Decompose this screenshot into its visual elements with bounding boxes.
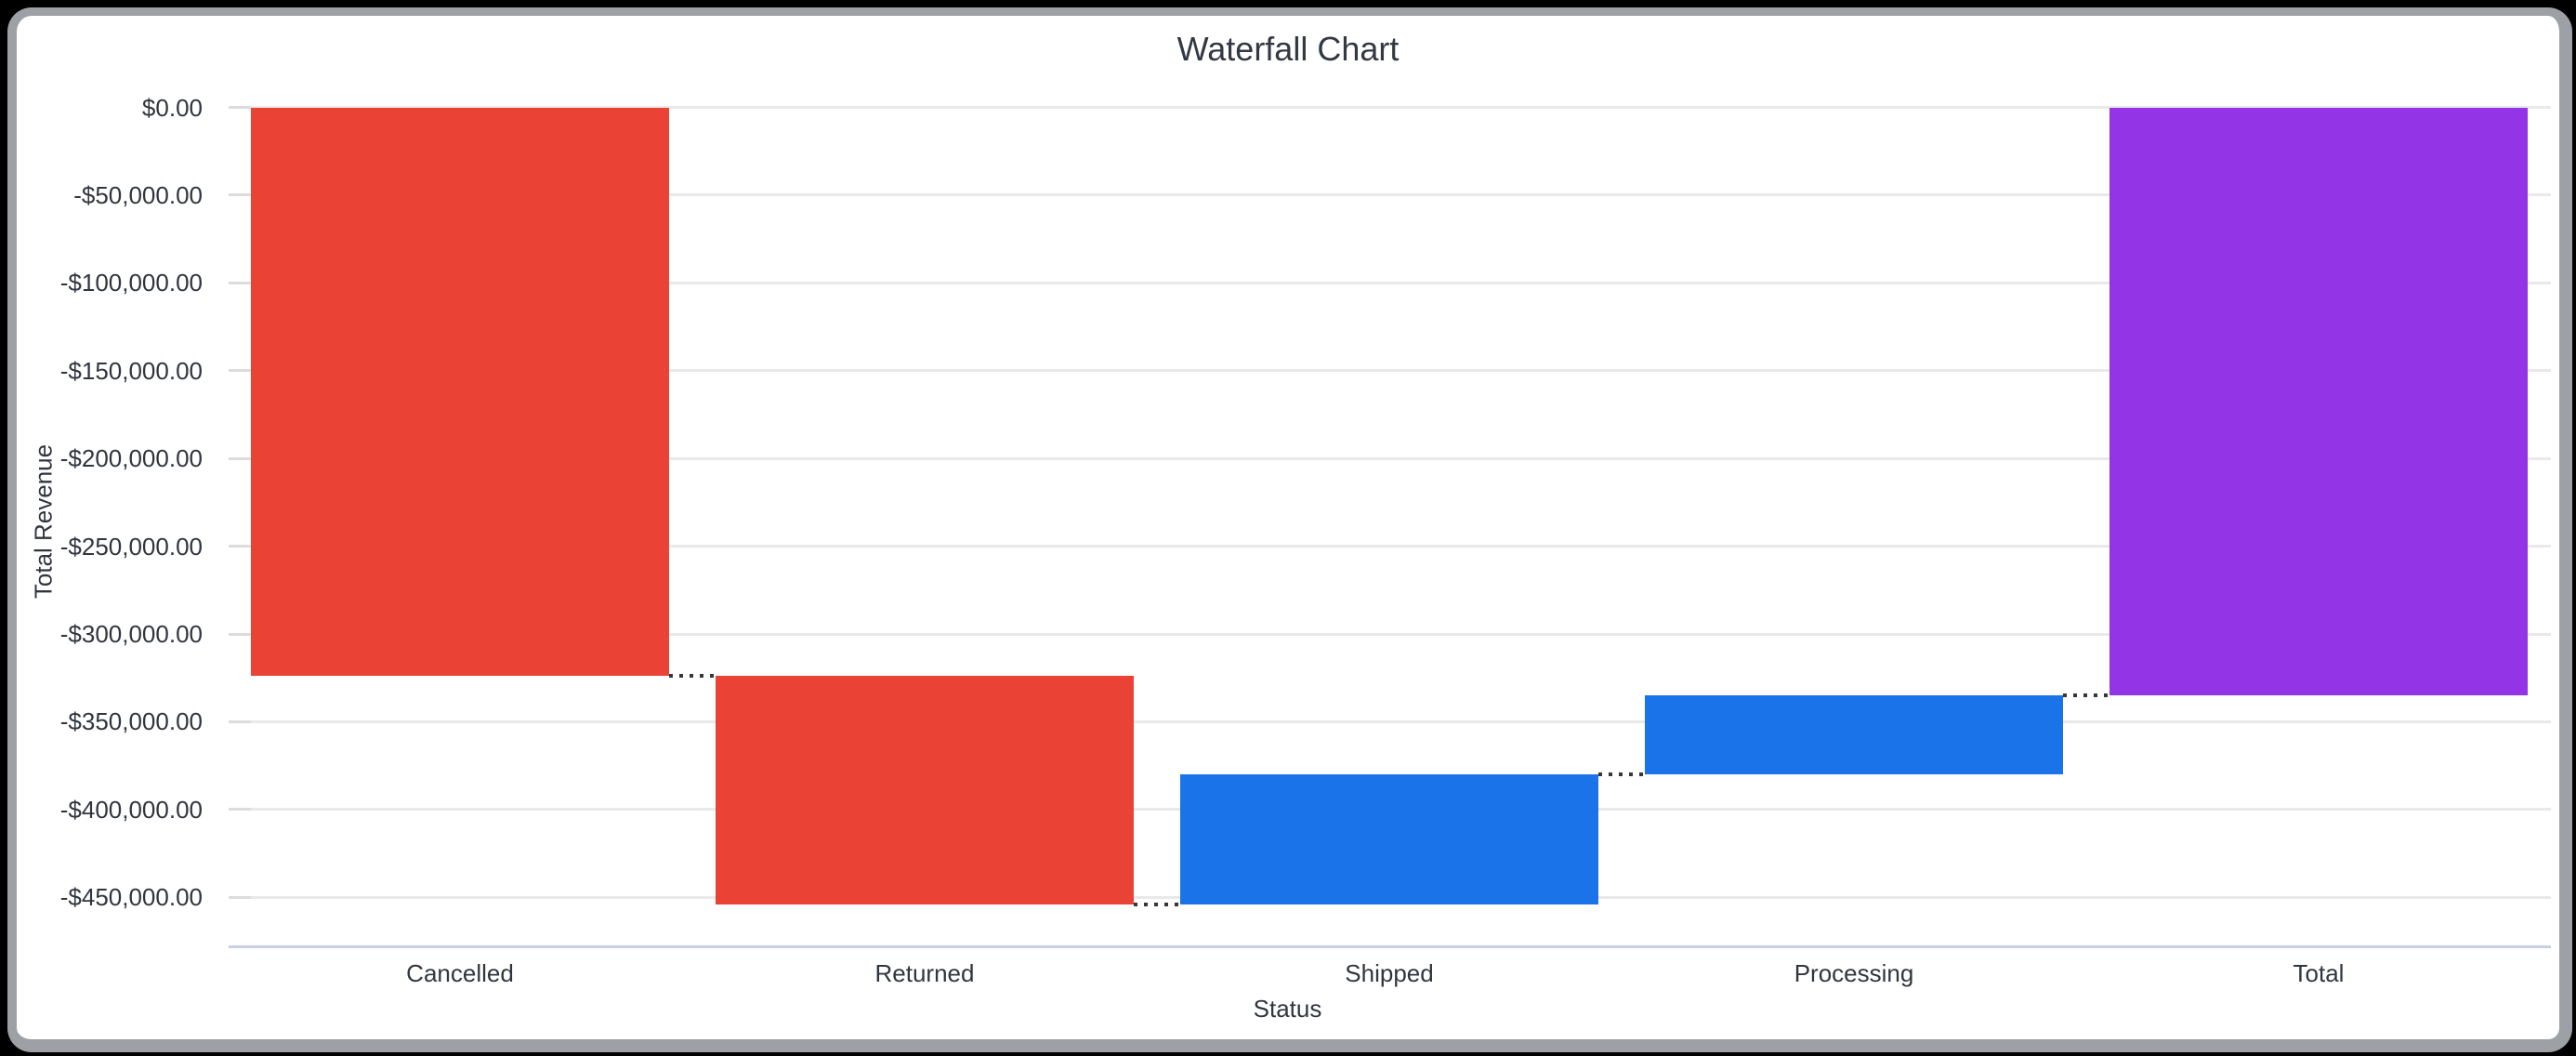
y-tick-label: -$450,000.00 xyxy=(59,883,203,912)
gridline xyxy=(229,632,2551,636)
waterfall-connector xyxy=(669,674,716,679)
y-axis-tick xyxy=(229,632,251,636)
chart-card: Waterfall Chart Total Revenue $0.00 -$50,… xyxy=(7,7,2572,1052)
gridline xyxy=(229,456,2551,460)
y-tick-label: $0.00 xyxy=(141,93,203,122)
gridline xyxy=(229,281,2551,284)
y-axis-tick xyxy=(229,895,251,899)
waterfall-connector xyxy=(2063,693,2109,698)
gridline xyxy=(229,545,2551,548)
y-tick-label: -$400,000.00 xyxy=(59,795,203,824)
gridline xyxy=(229,719,2551,723)
gridline xyxy=(229,106,2551,109)
y-tick-label: -$200,000.00 xyxy=(59,444,203,473)
waterfall-connector xyxy=(1598,772,1645,777)
y-axis-tick xyxy=(229,808,251,812)
chart-area: Waterfall Chart Total Revenue $0.00 -$50,… xyxy=(17,16,2559,1039)
x-axis-line xyxy=(229,945,2551,948)
x-category-label: Total xyxy=(2293,959,2345,987)
y-axis-tick xyxy=(229,545,251,548)
gridline xyxy=(229,193,2551,197)
y-axis-tick xyxy=(229,456,251,460)
waterfall-connector xyxy=(1134,902,1180,906)
waterfall-bar-returned[interactable] xyxy=(716,676,1134,904)
waterfall-bar-cancelled[interactable] xyxy=(251,107,669,677)
y-tick-label: -$250,000.00 xyxy=(59,532,203,561)
y-tick-label: -$100,000.00 xyxy=(59,269,203,297)
y-tick-label: -$300,000.00 xyxy=(59,620,203,649)
x-category-label: Returned xyxy=(874,959,975,987)
y-axis-tick xyxy=(229,106,251,109)
waterfall-bar-processing[interactable] xyxy=(1645,695,2063,775)
x-category-label: Shipped xyxy=(1345,959,1434,987)
x-category-label: Processing xyxy=(1794,959,1914,987)
chart-title: Waterfall Chart xyxy=(1176,30,1400,68)
waterfall-bar-total[interactable] xyxy=(2109,107,2528,696)
gridline xyxy=(229,369,2551,373)
y-tick-label: -$50,000.00 xyxy=(73,180,203,209)
y-axis-tick xyxy=(229,369,251,373)
y-tick-label: -$350,000.00 xyxy=(59,707,203,736)
x-category-label: Cancelled xyxy=(406,959,514,987)
y-axis-tick xyxy=(229,719,251,723)
y-axis-tick xyxy=(229,281,251,284)
waterfall-bar-shipped[interactable] xyxy=(1180,774,1598,904)
y-axis-tick xyxy=(229,193,251,197)
x-axis-title: Status xyxy=(1253,995,1322,1023)
y-tick-label: -$150,000.00 xyxy=(59,356,203,385)
